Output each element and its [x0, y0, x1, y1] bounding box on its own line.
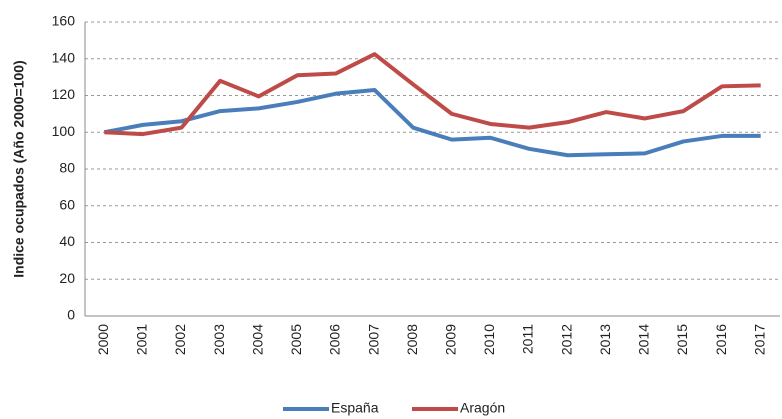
y-tick-label: 140 — [52, 49, 76, 65]
x-tick-label: 2001 — [134, 324, 150, 355]
x-tick-label: 2006 — [327, 324, 343, 355]
y-tick-label: 40 — [59, 233, 75, 249]
x-tick-label: 2017 — [751, 324, 767, 355]
x-tick-label: 2003 — [211, 324, 227, 355]
y-axis-label: Indice ocupados (Año 2000=100) — [11, 60, 27, 277]
y-tick-label: 20 — [59, 270, 75, 286]
x-tick-label: 2014 — [636, 324, 652, 355]
x-tick-label: 2005 — [288, 324, 304, 355]
x-tick-label: 2004 — [249, 324, 265, 355]
x-tick-label: 2000 — [95, 324, 111, 355]
y-tick-label: 60 — [59, 196, 75, 212]
series-line — [103, 87, 761, 158]
x-tick-label: 2013 — [597, 324, 613, 355]
x-tick-label: 2012 — [558, 324, 574, 355]
legend-label: España — [331, 400, 379, 416]
x-tick-label: 2015 — [674, 324, 690, 355]
x-tick-label: 2002 — [172, 324, 188, 355]
x-tick-label: 2016 — [713, 324, 729, 355]
y-tick-label: 160 — [52, 13, 76, 29]
x-tick-label: 2008 — [404, 324, 420, 355]
x-tick-label: 2010 — [481, 324, 497, 355]
y-tick-label: 80 — [59, 160, 75, 176]
y-tick-label: 120 — [52, 86, 76, 102]
legend-label: Aragón — [460, 400, 505, 416]
x-tick-label: 2007 — [365, 324, 381, 355]
x-tick-label: 2009 — [443, 324, 459, 355]
y-tick-label: 100 — [52, 123, 76, 139]
x-tick-label: 2011 — [520, 324, 536, 354]
y-tick-label: 0 — [67, 307, 75, 323]
series-line — [104, 52, 761, 137]
